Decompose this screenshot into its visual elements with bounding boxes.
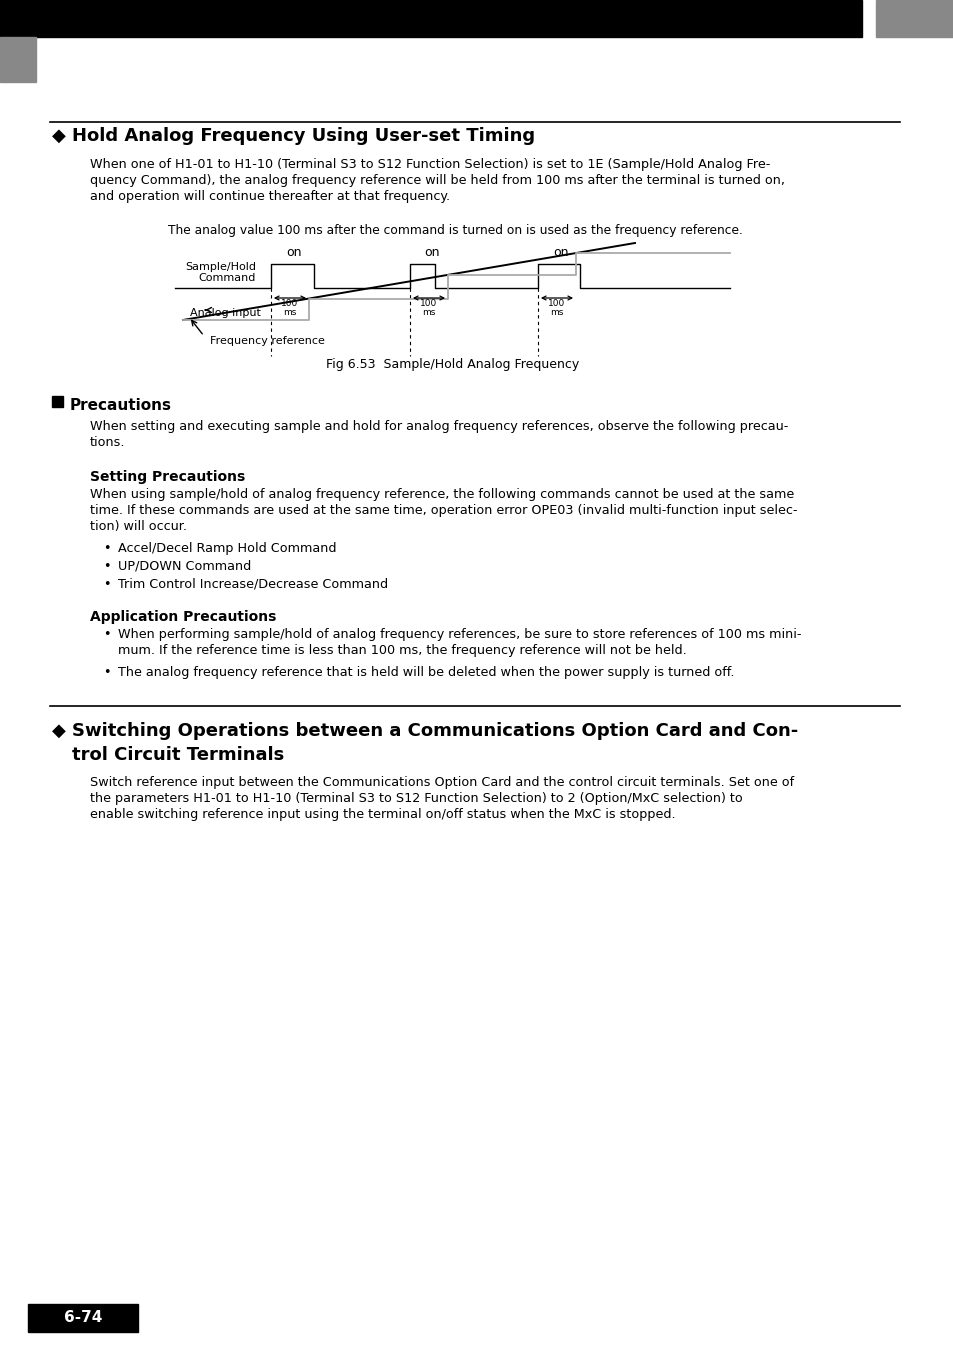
Text: 100: 100 [281, 298, 298, 308]
Text: ms: ms [283, 308, 296, 317]
Text: Analog input: Analog input [190, 308, 260, 319]
Text: Setting Precautions: Setting Precautions [90, 470, 245, 485]
Bar [52, 396, 63, 406]
Text: Fig 6.53  Sample/Hold Analog Frequency: Fig 6.53 Sample/Hold Analog Frequency [326, 358, 578, 371]
Text: ms: ms [550, 308, 563, 317]
Text: 100: 100 [420, 298, 437, 308]
Text: ms: ms [422, 308, 436, 317]
Text: Switch reference input between the Communications Option Card and the control ci: Switch reference input between the Commu… [90, 776, 793, 788]
Text: Accel/Decel Ramp Hold Command: Accel/Decel Ramp Hold Command [118, 541, 336, 555]
Text: Trim Control Increase/Decrease Command: Trim Control Increase/Decrease Command [118, 578, 388, 591]
Text: 6-74: 6-74 [64, 1311, 102, 1326]
Text: UP/DOWN Command: UP/DOWN Command [118, 560, 251, 572]
Text: 100: 100 [548, 298, 565, 308]
Text: •: • [103, 560, 111, 572]
Text: Sample/Hold: Sample/Hold [185, 262, 255, 271]
Text: When using sample/hold of analog frequency reference, the following commands can: When using sample/hold of analog frequen… [90, 487, 794, 501]
Text: •: • [103, 628, 111, 641]
Text: Hold Analog Frequency Using User-set Timing: Hold Analog Frequency Using User-set Tim… [71, 127, 535, 144]
Text: The analog frequency reference that is held will be deleted when the power suppl: The analog frequency reference that is h… [118, 666, 734, 679]
Text: tions.: tions. [90, 436, 126, 450]
Bar [28, 1304, 138, 1332]
Text: the parameters H1-01 to H1-10 (Terminal S3 to S12 Function Selection) to 2 (Opti: the parameters H1-01 to H1-10 (Terminal … [90, 792, 742, 805]
Text: The analog value 100 ms after the command is turned on is used as the frequency : The analog value 100 ms after the comman… [168, 224, 742, 238]
Bar [875, 0, 953, 36]
Text: When performing sample/hold of analog frequency references, be sure to store ref: When performing sample/hold of analog fr… [118, 628, 801, 641]
Text: •: • [103, 666, 111, 679]
Text: •: • [103, 541, 111, 555]
Text: mum. If the reference time is less than 100 ms, the frequency reference will not: mum. If the reference time is less than … [118, 644, 686, 657]
Text: and operation will continue thereafter at that frequency.: and operation will continue thereafter a… [90, 190, 450, 202]
Text: When one of H1-01 to H1-10 (Terminal S3 to S12 Function Selection) is set to 1E : When one of H1-01 to H1-10 (Terminal S3 … [90, 158, 770, 171]
Text: trol Circuit Terminals: trol Circuit Terminals [71, 747, 284, 764]
Text: on: on [553, 246, 568, 259]
Text: quency Command), the analog frequency reference will be held from 100 ms after t: quency Command), the analog frequency re… [90, 174, 784, 188]
Text: Application Precautions: Application Precautions [90, 610, 276, 624]
Text: tion) will occur.: tion) will occur. [90, 520, 187, 533]
Text: on: on [286, 246, 301, 259]
Text: •: • [103, 578, 111, 591]
Text: ◆: ◆ [52, 722, 66, 740]
Text: Switching Operations between a Communications Option Card and Con-: Switching Operations between a Communica… [71, 722, 798, 740]
Text: ◆: ◆ [52, 127, 66, 144]
Text: Command: Command [198, 273, 255, 284]
Bar [0, 0, 862, 36]
Text: Precautions: Precautions [70, 398, 172, 413]
Text: enable switching reference input using the terminal on/off status when the MxC i: enable switching reference input using t… [90, 809, 675, 821]
Text: on: on [424, 246, 439, 259]
Text: When setting and executing sample and hold for analog frequency references, obse: When setting and executing sample and ho… [90, 420, 787, 433]
Text: time. If these commands are used at the same time, operation error OPE03 (invali: time. If these commands are used at the … [90, 504, 797, 517]
Text: Frequency reference: Frequency reference [210, 336, 325, 346]
Bar [0, 36, 36, 82]
